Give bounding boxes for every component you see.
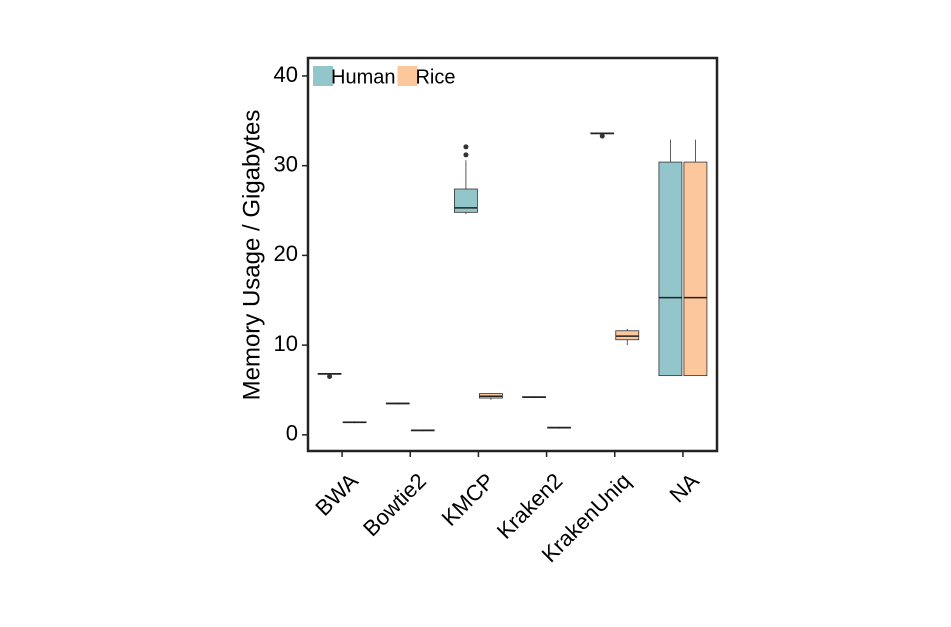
plot-frame [306, 56, 719, 453]
legend-swatch [313, 66, 333, 86]
outlier [599, 133, 605, 139]
box [454, 188, 478, 213]
y-tick-label: 40 [274, 62, 298, 87]
x-tick-label: NA [664, 468, 704, 508]
legend-label: Rice [415, 66, 455, 88]
y-tick-label: 20 [274, 241, 298, 266]
y-axis-title: Memory Usage / Gigabytes [238, 110, 265, 401]
y-tick-label: 30 [274, 151, 298, 176]
box [615, 330, 640, 341]
outlier [463, 152, 469, 158]
legend-swatch [397, 66, 418, 86]
box [683, 161, 708, 377]
y-tick-label: 10 [274, 331, 298, 356]
outlier [463, 144, 469, 150]
box [658, 161, 683, 377]
legend-label: Human [331, 66, 395, 88]
outlier [327, 374, 333, 380]
y-tick-label: 0 [286, 421, 298, 446]
x-tick-label: KMCP [437, 468, 500, 531]
x-tick-label: BWA [310, 468, 363, 521]
x-tick-label: Bowtie2 [358, 468, 431, 541]
